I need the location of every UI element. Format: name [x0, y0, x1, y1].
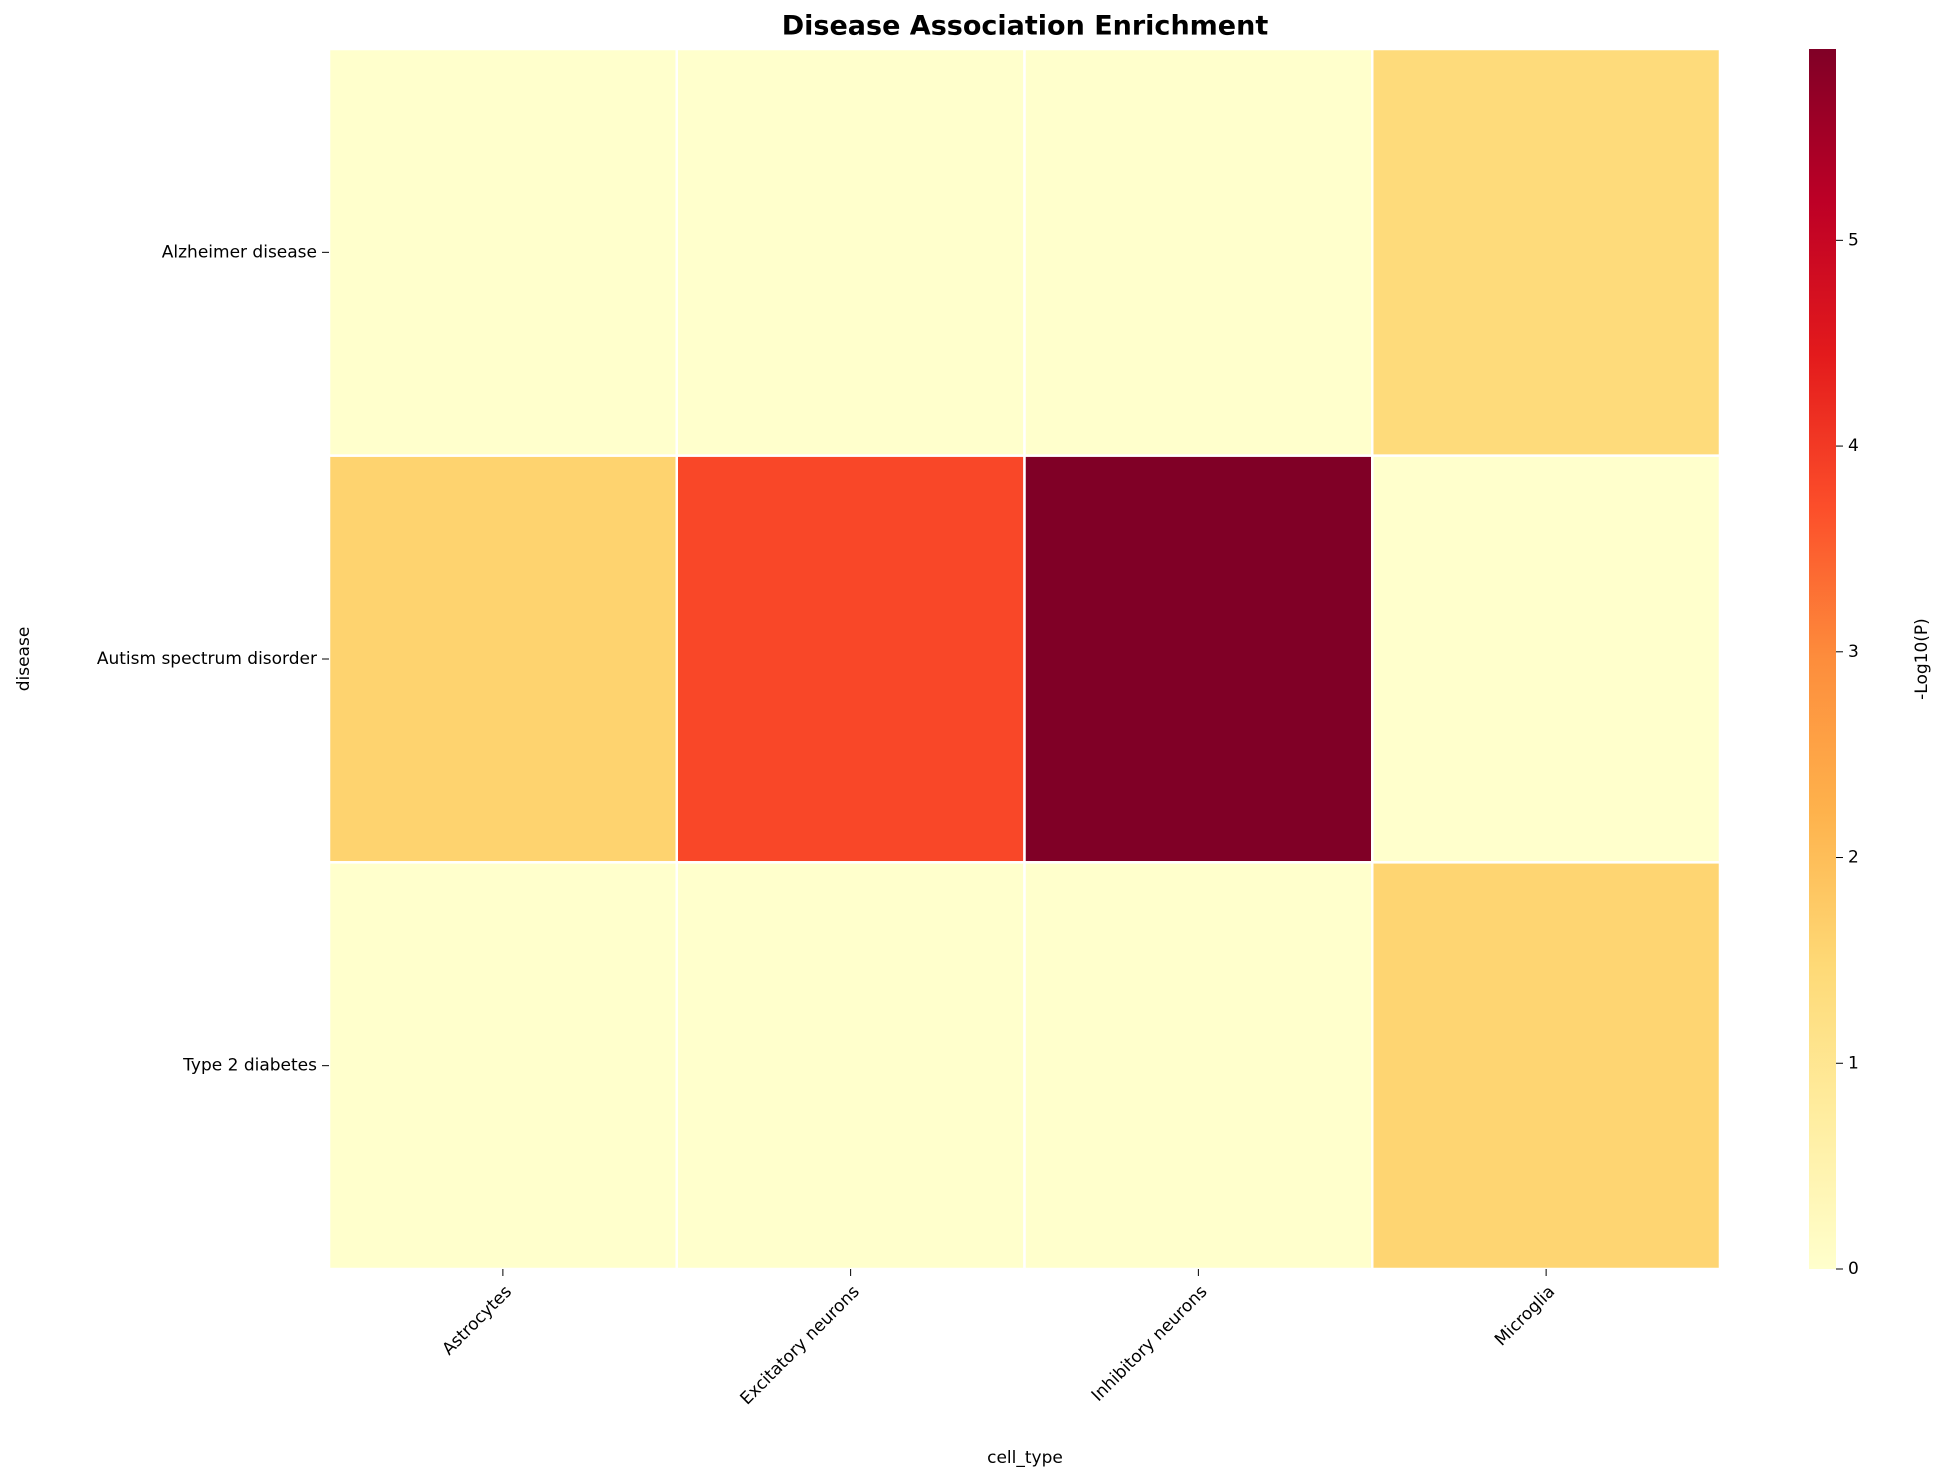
x-tick-label: Microglia [1491, 1282, 1559, 1350]
colorbar-tick-label: 3 [1848, 642, 1859, 662]
colorbar-tick-label: 0 [1848, 1259, 1859, 1279]
colorbar-label: -Log10(P) [1912, 618, 1932, 700]
colorbar-tick-label: 4 [1848, 436, 1859, 456]
colorbar-tick-label: 5 [1848, 230, 1859, 250]
heatmap-cell [675, 861, 1026, 1271]
x-tick-label: Inhibitory neurons [1088, 1282, 1212, 1406]
heatmap-cell [675, 454, 1026, 864]
y-tick-label: Alzheimer disease [162, 242, 317, 262]
colorbar [1809, 49, 1836, 1269]
heatmap-cell [1371, 861, 1722, 1271]
heatmap-cell [327, 861, 678, 1271]
heatmap-cell [1023, 861, 1374, 1271]
heatmap-cell [1023, 47, 1374, 457]
heatmap-cell [327, 47, 678, 457]
x-tick-label: Excitatory neurons [737, 1282, 864, 1409]
chart-title: Disease Association Enrichment [782, 11, 1269, 42]
heatmap-cell [675, 47, 1026, 457]
heatmap-cell [1023, 454, 1374, 864]
y-axis-label: disease [14, 627, 34, 692]
colorbar-tick-label: 2 [1848, 848, 1859, 868]
y-tick-label: Type 2 diabetes [182, 1056, 317, 1076]
heatmap-cell [1371, 47, 1722, 457]
colorbar-tick-label: 1 [1848, 1053, 1859, 1073]
x-tick-label: Astrocytes [438, 1282, 516, 1360]
y-tick-label: Autism spectrum disorder [97, 649, 317, 669]
heatmap-cell [1371, 454, 1722, 864]
x-axis-label: cell_type [987, 1448, 1063, 1468]
heatmap-cell [327, 454, 678, 864]
